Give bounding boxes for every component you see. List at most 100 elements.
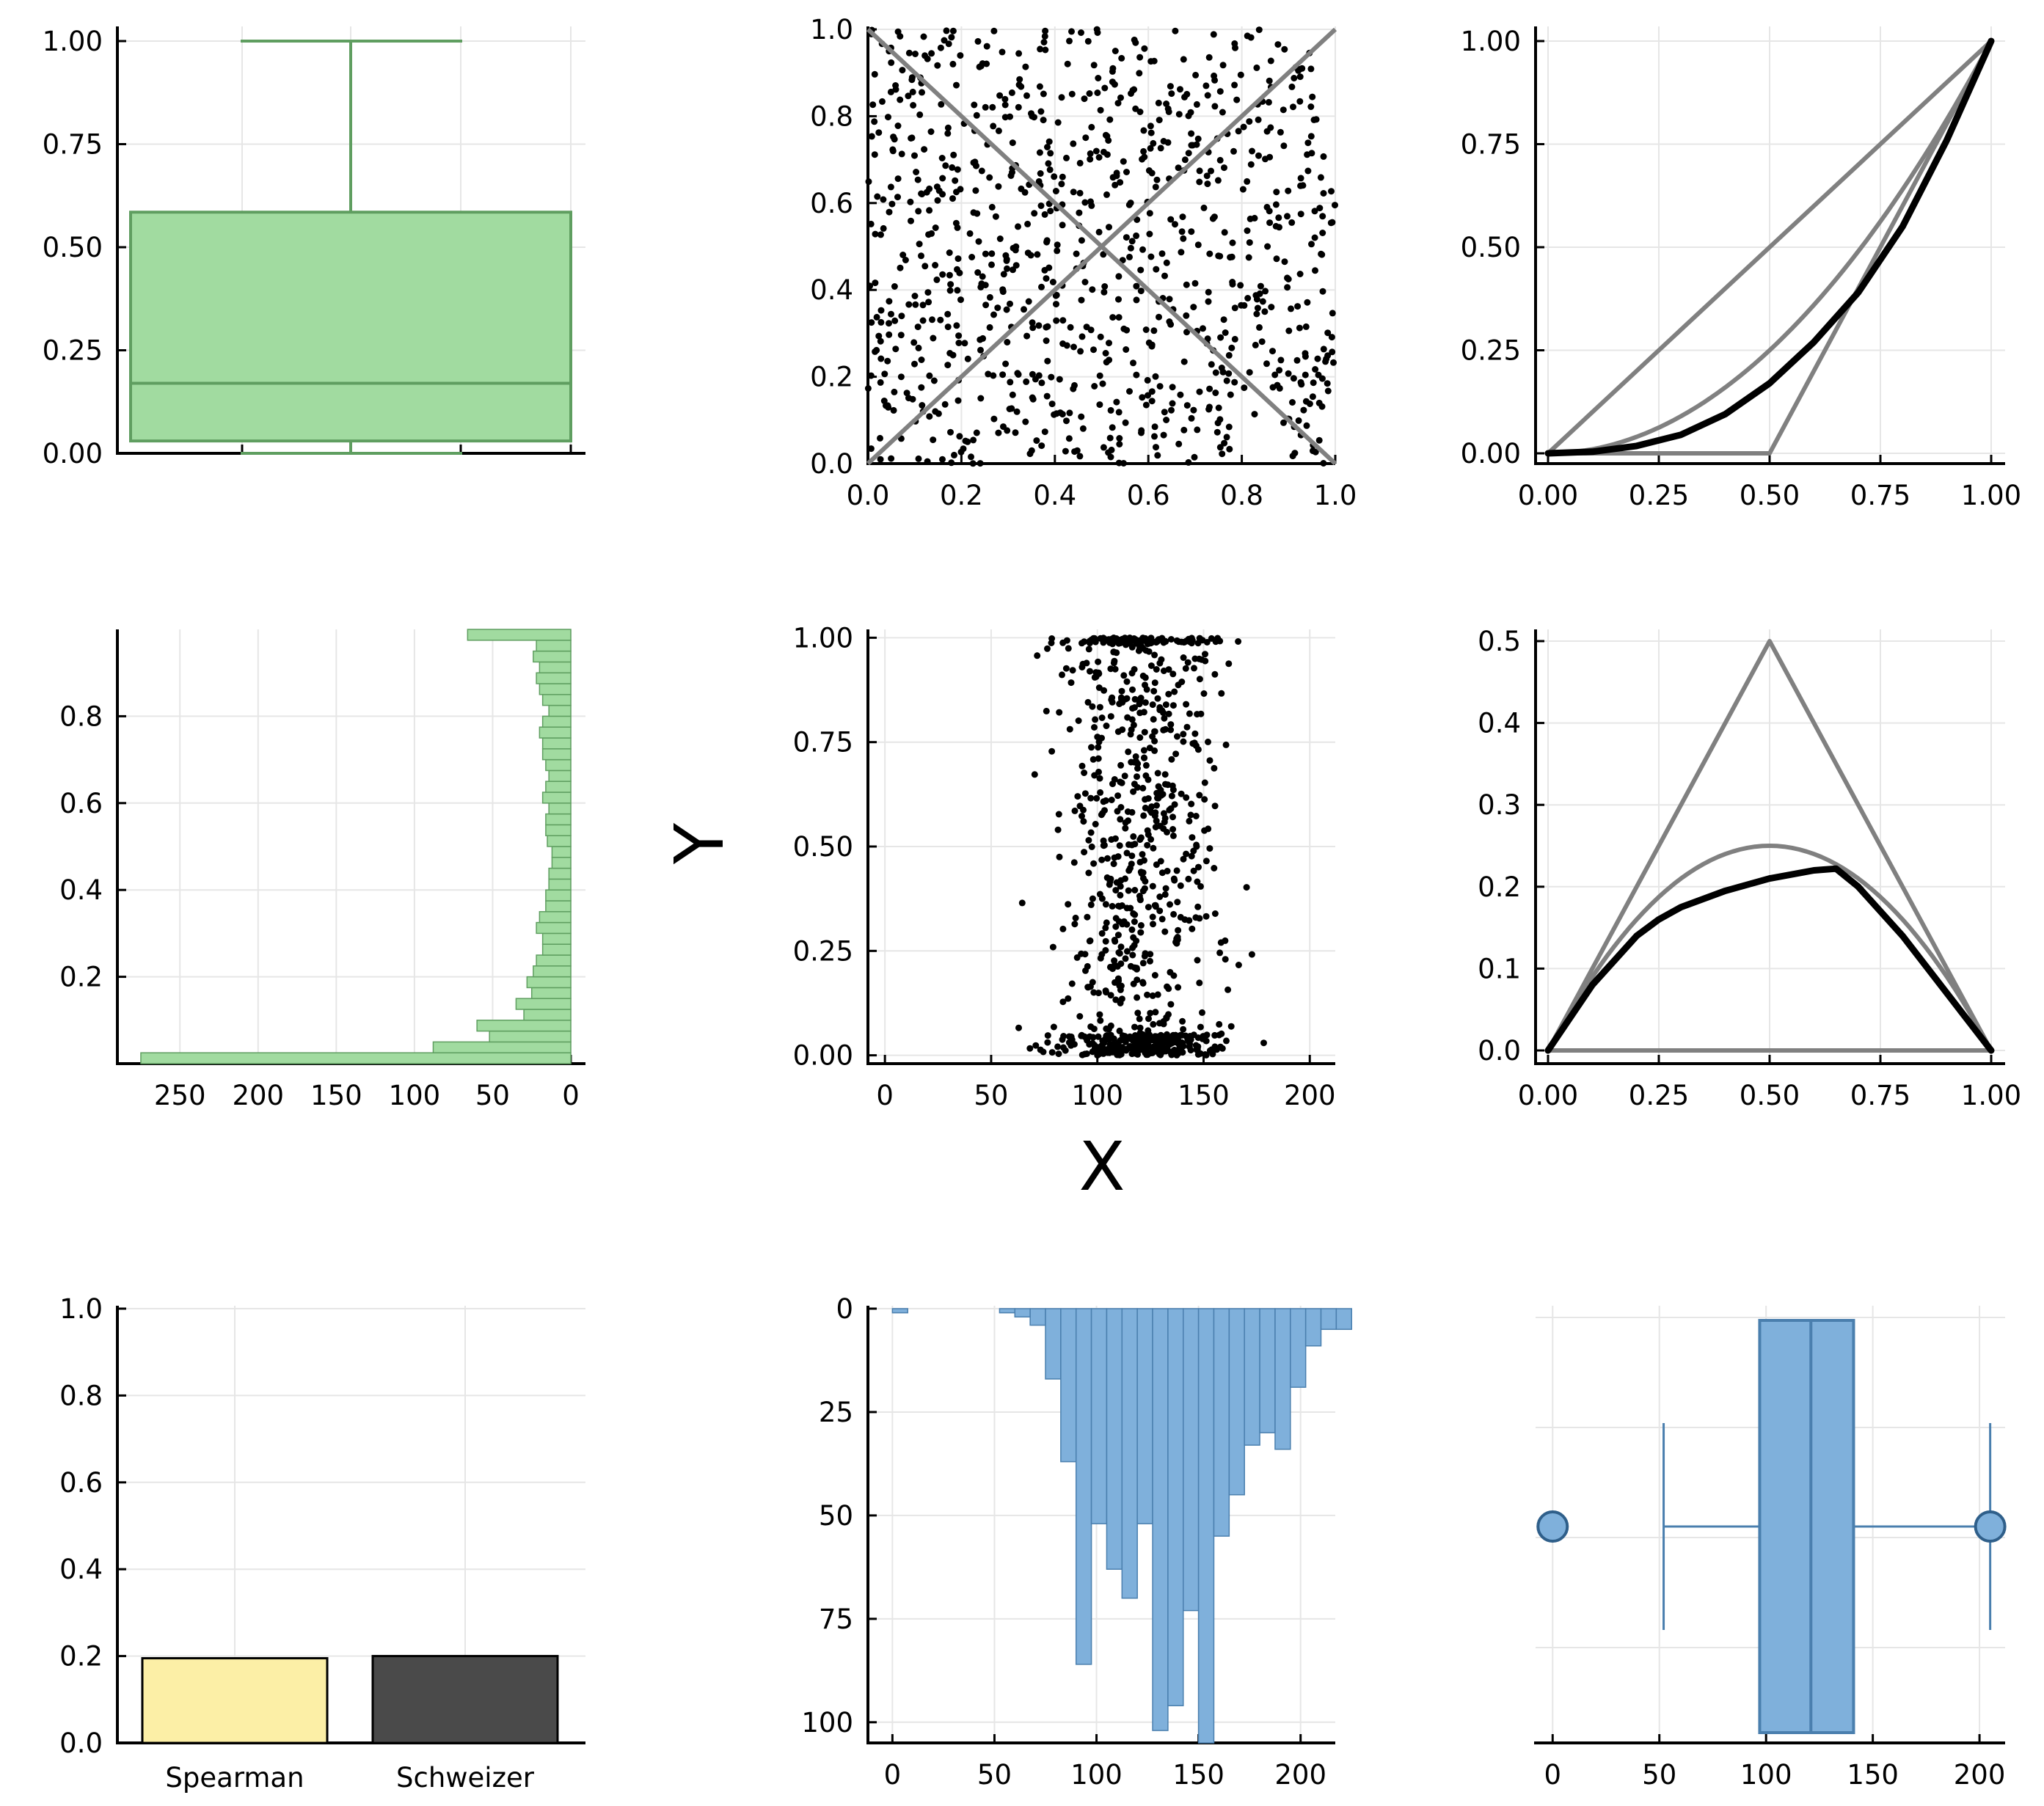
y-tick-label: 0.75 <box>1461 129 1521 161</box>
data-point <box>1142 772 1150 779</box>
data-point <box>1137 929 1145 936</box>
x-tick-label: 200 <box>232 1080 284 1111</box>
data-point <box>915 208 922 215</box>
data-point <box>1190 1031 1197 1039</box>
data-point <box>1090 1026 1098 1033</box>
data-point <box>1285 327 1293 334</box>
data-point <box>1228 253 1235 260</box>
data-point <box>892 86 899 93</box>
data-point <box>986 323 993 331</box>
data-point <box>1178 1031 1186 1039</box>
data-point <box>1029 324 1037 332</box>
data-point <box>1003 306 1010 313</box>
x-tick-label: 150 <box>310 1080 362 1111</box>
data-point <box>1073 447 1081 454</box>
data-point <box>1156 907 1164 915</box>
data-point <box>1329 348 1336 356</box>
data-point <box>1101 842 1107 849</box>
data-point <box>1117 891 1124 899</box>
data-point <box>1139 246 1146 253</box>
data-point <box>1185 458 1192 466</box>
data-point <box>1235 638 1242 645</box>
data-point <box>1076 209 1083 216</box>
data-point <box>1070 343 1077 351</box>
data-point <box>1106 224 1112 231</box>
data-point <box>1290 103 1296 111</box>
data-point <box>1062 1047 1069 1054</box>
data-point <box>935 187 943 194</box>
data-point <box>1012 429 1019 436</box>
data-point <box>872 348 879 355</box>
data-point <box>1196 388 1203 395</box>
data-point <box>1133 296 1140 304</box>
data-point <box>1095 669 1102 676</box>
data-point <box>951 451 957 458</box>
data-point <box>888 455 895 462</box>
data-point <box>1231 81 1238 89</box>
data-point <box>1118 995 1125 1003</box>
data-point <box>1130 359 1136 367</box>
data-point <box>1153 861 1160 869</box>
data-point <box>1134 773 1140 780</box>
data-point <box>1151 651 1158 659</box>
data-point <box>1075 717 1082 724</box>
data-point <box>1066 409 1073 417</box>
data-point <box>1183 701 1190 708</box>
data-point <box>1153 266 1160 273</box>
data-point <box>954 287 961 294</box>
data-point <box>1167 721 1175 728</box>
data-point <box>1183 329 1190 336</box>
data-point <box>898 150 905 158</box>
data-point <box>1045 160 1052 167</box>
data-point <box>1172 27 1179 34</box>
data-point <box>1168 792 1175 800</box>
data-point <box>877 456 884 463</box>
data-point <box>1074 793 1081 800</box>
data-point <box>1044 357 1051 365</box>
data-point <box>1076 453 1084 460</box>
data-point <box>1112 923 1120 930</box>
data-point <box>1122 419 1129 426</box>
data-point <box>1040 117 1047 124</box>
data-point <box>1308 241 1315 248</box>
histogram-bar <box>1290 1308 1307 1388</box>
data-point <box>871 70 878 78</box>
data-point <box>1201 779 1208 786</box>
x-tick-label: 0.2 <box>940 480 983 511</box>
data-point <box>897 373 905 381</box>
data-point <box>1329 310 1336 317</box>
data-point <box>914 323 921 331</box>
data-point <box>1288 305 1294 312</box>
histogram-bar <box>545 900 572 913</box>
data-point <box>886 331 893 338</box>
data-point <box>1313 116 1320 123</box>
data-point <box>946 249 953 256</box>
data-point <box>1015 223 1021 230</box>
y-tick-label: 0.00 <box>1461 438 1521 469</box>
data-point <box>1136 836 1144 844</box>
data-point <box>914 176 921 183</box>
data-point <box>1174 899 1181 906</box>
x-tick-label: 0.75 <box>1850 1080 1910 1111</box>
data-point <box>1192 813 1200 819</box>
data-point <box>872 279 879 287</box>
y-tick-label: 0.2 <box>59 962 103 993</box>
data-point <box>1160 639 1167 646</box>
data-point <box>1187 109 1194 116</box>
data-point <box>1086 937 1093 945</box>
data-point <box>1045 138 1053 145</box>
data-point <box>1009 139 1016 147</box>
data-point <box>1081 279 1089 285</box>
data-point <box>1078 29 1084 36</box>
empirical-curve <box>1544 865 1995 1054</box>
data-point <box>1107 406 1114 414</box>
data-point <box>1136 893 1143 899</box>
data-point <box>1100 798 1107 805</box>
data-point <box>1161 272 1168 279</box>
data-point <box>877 307 885 314</box>
data-point <box>1253 64 1260 71</box>
data-point <box>1217 334 1224 341</box>
data-point <box>1117 960 1125 968</box>
data-point <box>1007 113 1013 120</box>
data-point <box>986 174 993 181</box>
